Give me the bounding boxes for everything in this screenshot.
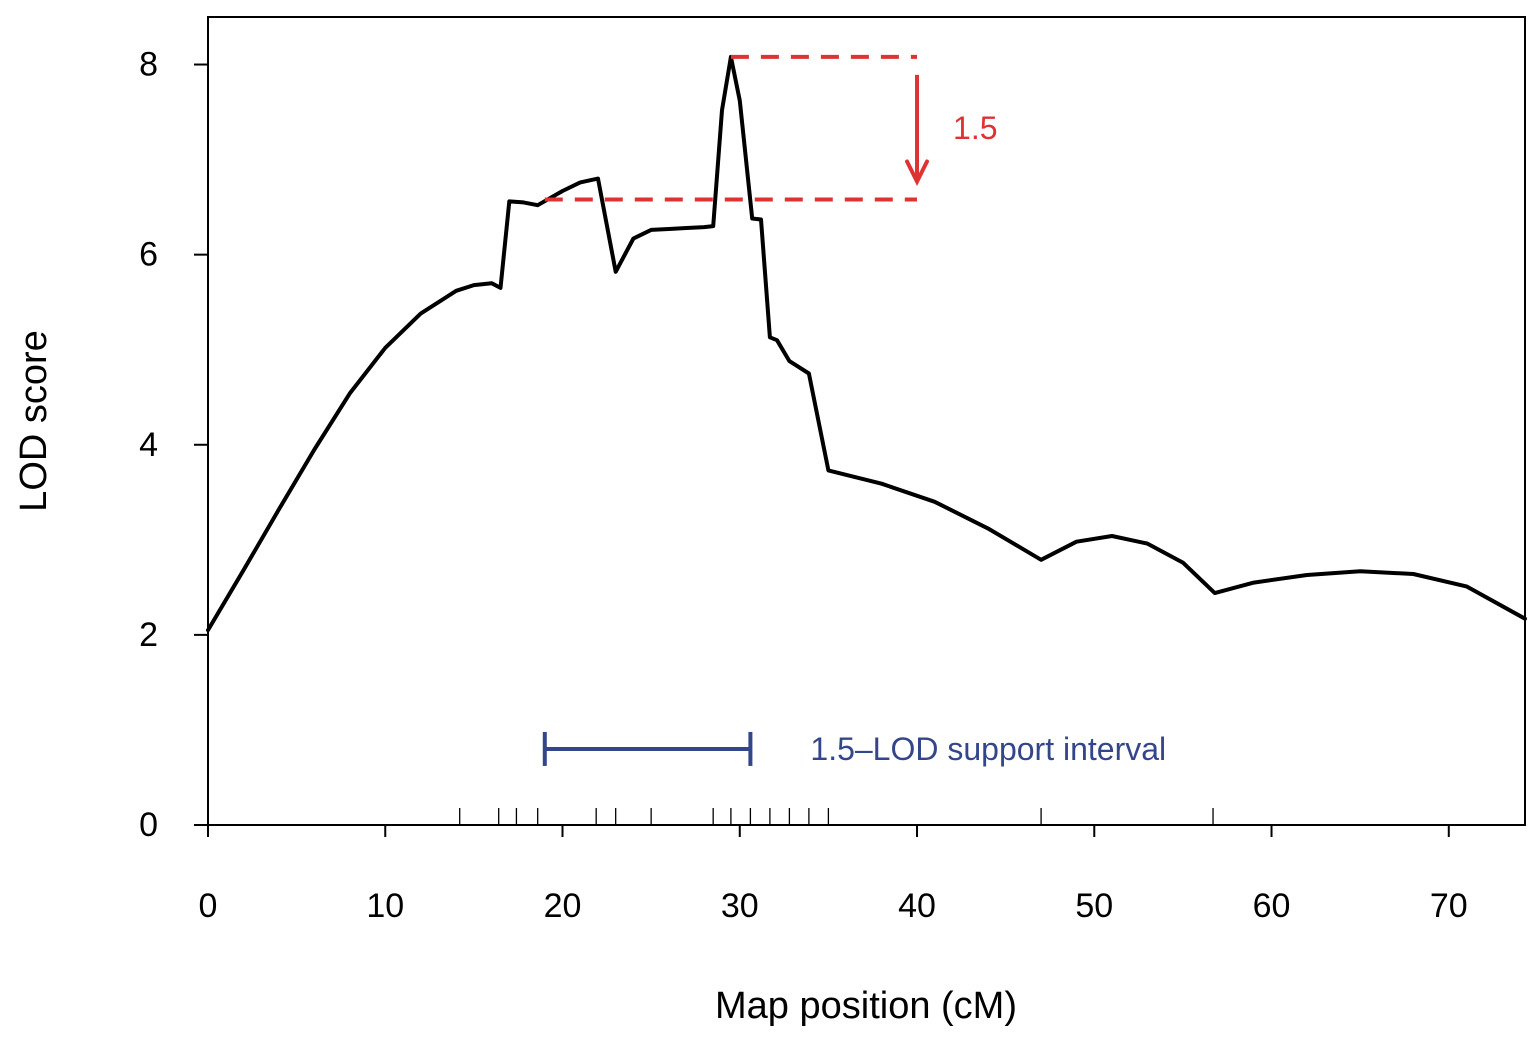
x-tick-label: 70 (1430, 887, 1468, 925)
x-tick-label: 50 (1075, 887, 1113, 925)
drop-arrow-head (905, 159, 930, 186)
y-tick-label: 0 (139, 806, 158, 844)
x-tick-label: 20 (544, 887, 582, 925)
y-axis: 0 2 4 6 8 (139, 46, 208, 844)
curve-layer (206, 54, 1527, 633)
x-tick-label: 30 (721, 887, 759, 925)
marker-rug (459, 808, 1214, 825)
x-axis-title: Map position (cM) (715, 985, 1017, 1027)
x-tick-label: 0 (199, 887, 218, 925)
y-tick-label: 8 (139, 46, 158, 84)
lod-curve (206, 54, 1527, 633)
drop-label: 1.5 (953, 110, 997, 146)
plot-frame (207, 16, 1526, 826)
y-axis-title: LOD score (13, 330, 55, 512)
y-tick-label: 6 (139, 236, 158, 274)
x-axis: 0 10 20 30 40 50 60 70 (199, 824, 1468, 925)
y-tick-label: 2 (139, 616, 158, 654)
x-tick-label: 10 (366, 887, 404, 925)
x-tick-label: 40 (898, 887, 936, 925)
lod-drop-annotation: 1.5 (544, 54, 998, 202)
interval-label: 1.5–LOD support interval (810, 731, 1166, 767)
y-tick-label: 4 (139, 426, 158, 464)
support-interval-annotation: 1.5–LOD support interval (542, 731, 1166, 767)
x-tick-label: 60 (1253, 887, 1291, 925)
